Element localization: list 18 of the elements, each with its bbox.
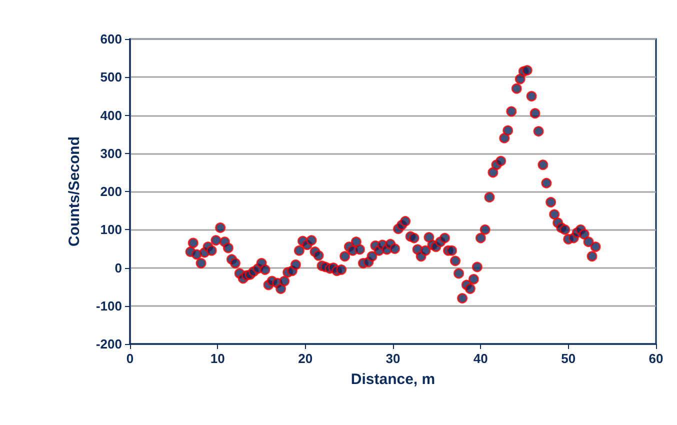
x-tick-label: 60 — [648, 351, 664, 366]
x-axis-title: Distance, m — [350, 371, 436, 388]
x-tick-label: 50 — [561, 351, 576, 366]
x-tick-label: 30 — [386, 351, 400, 366]
y-tick-label: 0 — [114, 260, 122, 276]
y-tick-label: 500 — [100, 70, 122, 85]
y-tick-label: 400 — [100, 108, 122, 123]
y-tick-label: -200 — [96, 336, 122, 352]
x-tick-label: 10 — [210, 351, 225, 366]
y-tick-label: 300 — [100, 146, 122, 161]
y-tick-label: 600 — [100, 32, 122, 46]
y-tick-label: 100 — [100, 222, 122, 238]
y-axis-title: Counts/Second — [66, 136, 83, 247]
y-tick-label: 200 — [100, 184, 122, 199]
y-tick-label: -100 — [96, 298, 122, 314]
x-tick-label: 20 — [298, 351, 313, 366]
x-tick-label: 40 — [473, 351, 488, 366]
x-tick-label: 0 — [126, 351, 134, 366]
